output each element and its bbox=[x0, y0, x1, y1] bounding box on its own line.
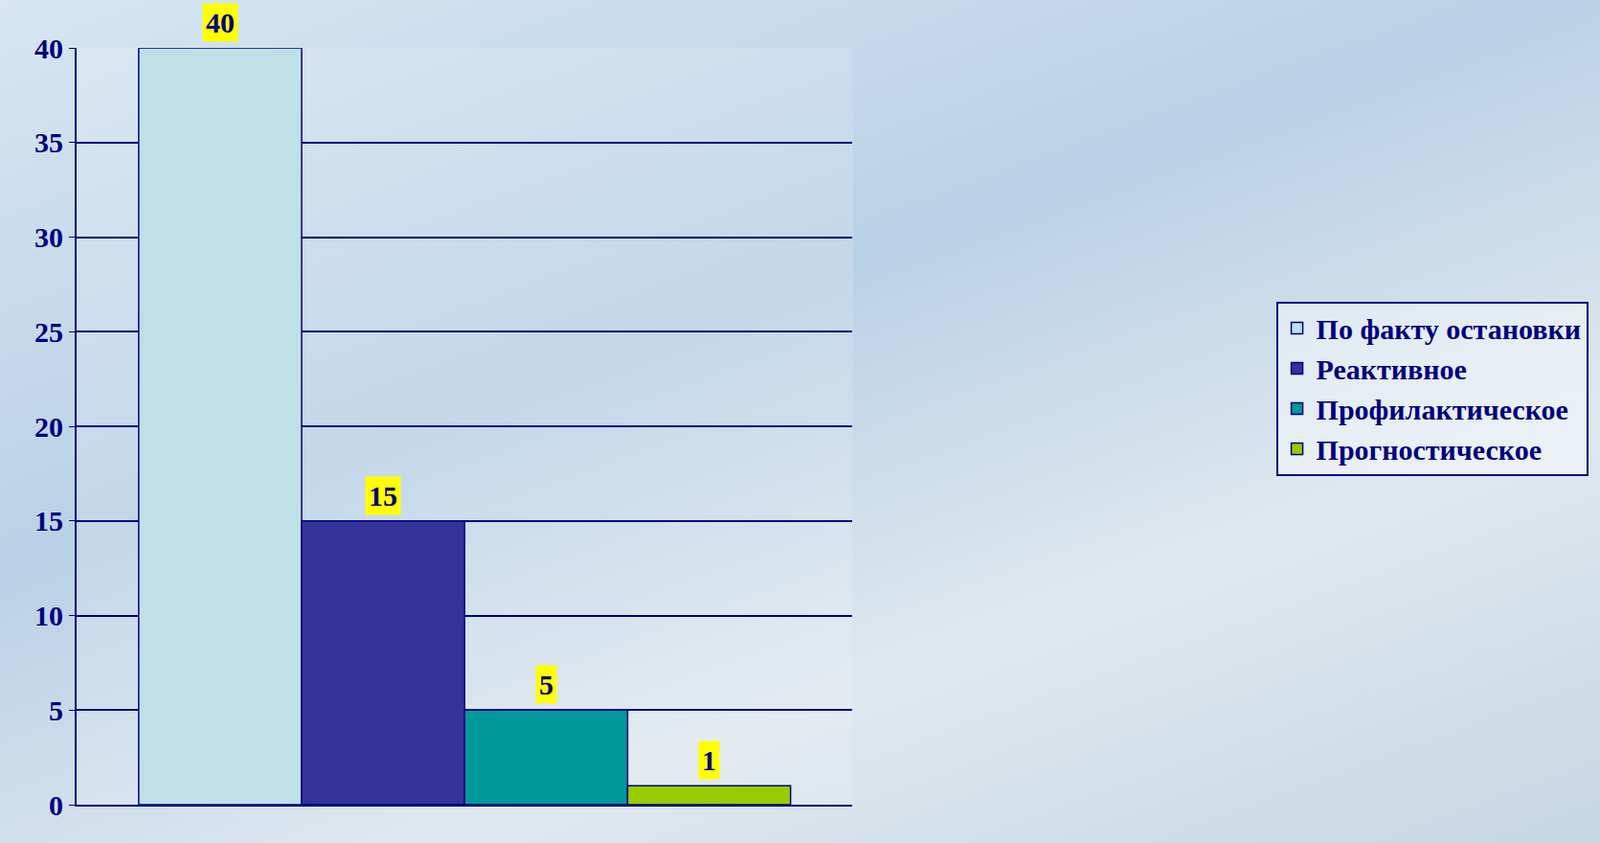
svg-text:40: 40 bbox=[34, 32, 64, 65]
svg-text:35: 35 bbox=[34, 126, 64, 158]
svg-text:5: 5 bbox=[539, 668, 554, 700]
svg-text:20: 20 bbox=[34, 410, 64, 443]
svg-text:25: 25 bbox=[34, 315, 64, 348]
svg-text:По факту остановки: По факту остановки bbox=[1316, 313, 1581, 345]
svg-text:10: 10 bbox=[34, 599, 64, 631]
svg-text:Реактивное: Реактивное bbox=[1316, 353, 1467, 385]
svg-text:Профилактическое: Профилактическое bbox=[1316, 393, 1569, 426]
svg-text:0: 0 bbox=[48, 788, 64, 821]
svg-text:1: 1 bbox=[701, 743, 717, 776]
svg-text:15: 15 bbox=[34, 504, 64, 537]
svg-text:30: 30 bbox=[34, 221, 64, 253]
svg-text:5: 5 bbox=[48, 694, 64, 726]
svg-text:Прогностическое: Прогностическое bbox=[1316, 433, 1542, 466]
svg-text:40: 40 bbox=[205, 6, 235, 39]
svg-text:15: 15 bbox=[368, 479, 398, 512]
